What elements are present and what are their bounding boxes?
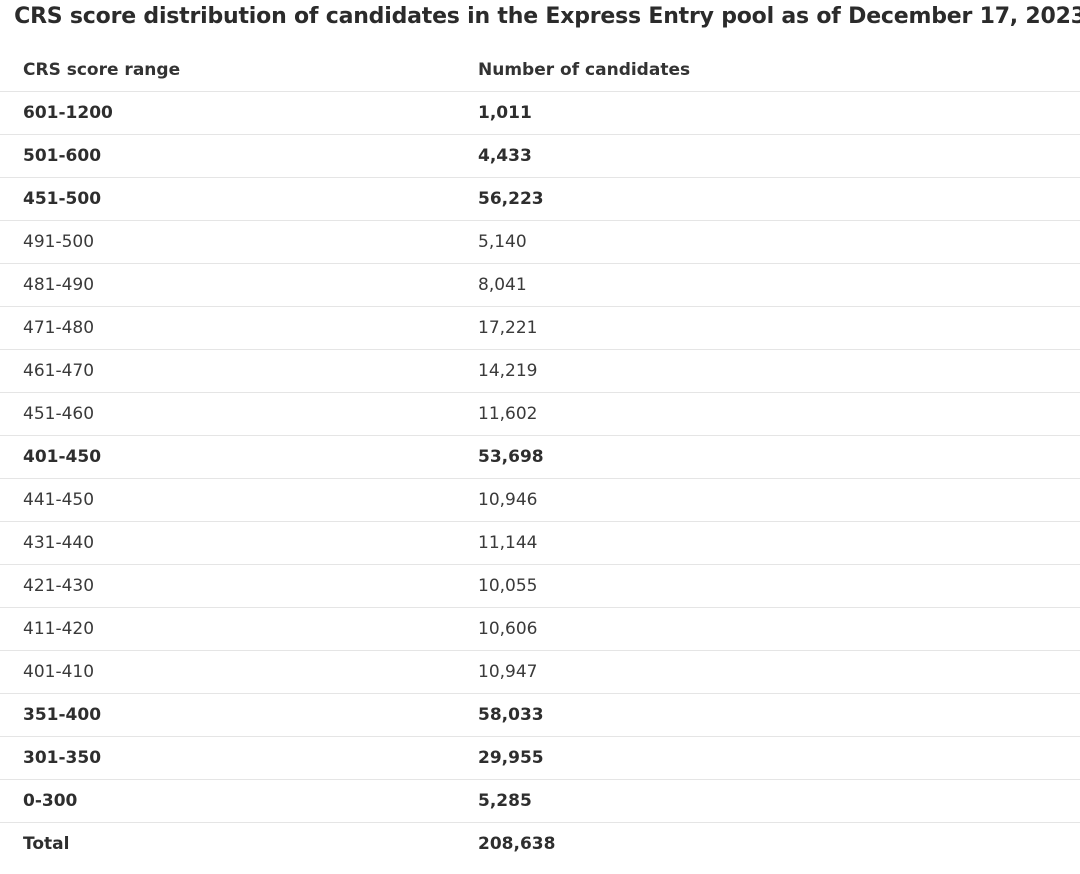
cell-number-of-candidates: 5,140 [478, 220, 1080, 264]
table-row: 0-300 5,285 [0, 779, 1080, 823]
cell-crs-score-range: 0-300 [0, 779, 478, 823]
cell-crs-score-range: Total [23, 834, 70, 854]
cell-number-of-candidates: 8,041 [478, 263, 1080, 307]
cell-crs-score-range: 351-400 [0, 693, 478, 737]
table-header-row: CRS score range Number of candidates [0, 49, 1080, 92]
table-row: 451-500 56,223 [0, 177, 1080, 221]
cell-number-of-candidates: 11,144 [478, 521, 1080, 565]
cell-crs-score-range: 401-410 [0, 650, 478, 694]
cell-number-of-candidates: 10,947 [478, 650, 1080, 694]
table-row: 421-430 10,055 [0, 564, 1080, 608]
cell-crs-score-range: 431-440 [0, 521, 478, 565]
table-body: 601-1200 1,011 501-600 4,433 451-500 56,223 49… [0, 91, 1080, 866]
cell-number-of-candidates: 208,638 [478, 834, 556, 854]
table-row: 601-1200 1,011 [0, 91, 1080, 135]
table-row: 441-450 10,946 [0, 478, 1080, 522]
cell-crs-score-range: 461-470 [0, 349, 478, 393]
cell-crs-score-range: 301-350 [0, 736, 478, 780]
cell-crs-score-range: 481-490 [0, 263, 478, 307]
cell-number-of-candidates: 17,221 [478, 306, 1080, 350]
table-row: 431-440 11,144 [0, 521, 1080, 565]
cell-number-of-candidates: 56,223 [478, 177, 1080, 221]
cell-number-of-candidates: 1,011 [478, 91, 1080, 135]
table-row: 471-480 17,221 [0, 306, 1080, 350]
cell-crs-score-range: 501-600 [0, 134, 478, 178]
cell-number-of-candidates: 10,606 [478, 607, 1080, 651]
table-row: 481-490 8,041 [0, 263, 1080, 307]
table-row: 411-420 10,606 [0, 607, 1080, 651]
table-total-row: Total 208,638 [0, 823, 1080, 866]
cell-number-of-candidates: 53,698 [478, 435, 1080, 479]
cell-number-of-candidates: 5,285 [478, 779, 1080, 823]
cell-number-of-candidates: 11,602 [478, 392, 1080, 436]
column-header-number-of-candidates: Number of candidates [478, 49, 1080, 92]
cell-number-of-candidates: 14,219 [478, 349, 1080, 393]
table-row: 401-410 10,947 [0, 650, 1080, 694]
table-row: 401-450 53,698 [0, 435, 1080, 479]
table-title: CRS score distribution of candidates in … [14, 4, 1080, 29]
cell-number-of-candidates: 10,055 [478, 564, 1080, 608]
table-row: 461-470 14,219 [0, 349, 1080, 393]
cell-number-of-candidates: 10,946 [478, 478, 1080, 522]
cell-crs-score-range: 491-500 [0, 220, 478, 264]
column-header-crs-score-range: CRS score range [0, 49, 478, 92]
cell-crs-score-range: 451-500 [0, 177, 478, 221]
table-row: 491-500 5,140 [0, 220, 1080, 264]
table-row: 451-460 11,602 [0, 392, 1080, 436]
cell-number-of-candidates: 58,033 [478, 693, 1080, 737]
table-row: 351-400 58,033 [0, 693, 1080, 737]
table-row: 501-600 4,433 [0, 134, 1080, 178]
cell-crs-score-range: 601-1200 [0, 91, 478, 135]
cell-crs-score-range: 471-480 [0, 306, 478, 350]
cell-number-of-candidates: 29,955 [478, 736, 1080, 780]
table-row: 301-350 29,955 [0, 736, 1080, 780]
cell-crs-score-range: 401-450 [0, 435, 478, 479]
cell-crs-score-range: 421-430 [0, 564, 478, 608]
cell-number-of-candidates: 4,433 [478, 134, 1080, 178]
cell-crs-score-range: 411-420 [0, 607, 478, 651]
cell-crs-score-range: 451-460 [0, 392, 478, 436]
crs-distribution-table: CRS score range Number of candidates 601… [0, 49, 1080, 865]
cell-crs-score-range: 441-450 [0, 478, 478, 522]
